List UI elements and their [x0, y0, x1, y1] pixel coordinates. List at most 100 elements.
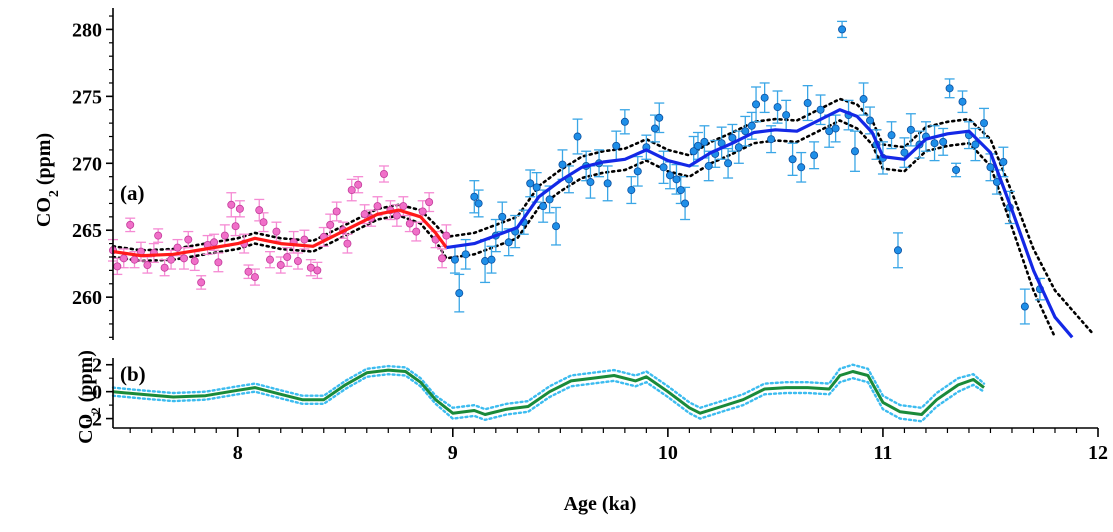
panel-a-data-point	[379, 169, 388, 178]
panel-a-ylabel-unit: (ppm)	[33, 133, 55, 190]
panel-a-data-point	[231, 222, 240, 231]
panel-a-data-point	[532, 183, 541, 192]
panel-a-data-point	[250, 273, 259, 282]
panel-a-data-point	[504, 238, 513, 247]
panel-a-data-point	[747, 121, 756, 130]
panel-a-data-point	[461, 250, 470, 259]
panel-a-data-point	[945, 84, 954, 93]
panel-a-data-point	[405, 219, 414, 228]
panel-a-data-point	[887, 131, 896, 140]
panel-a-data-point	[373, 202, 382, 211]
panel-a-data-point	[782, 111, 791, 120]
panel-a-data-point	[893, 246, 902, 255]
panel-a-data-point	[803, 99, 812, 108]
panel-a-data-point	[160, 263, 169, 272]
panel-b-anomaly-line	[112, 368, 985, 416]
panel-a-axes: 260 265 270 275 280	[72, 8, 114, 340]
panel-a-label: (a)	[120, 181, 145, 205]
panel-a-data-point	[418, 207, 427, 216]
panel-a-y-tick-label: 265	[72, 220, 102, 242]
panel-b-y-tick-label: 2	[92, 355, 102, 377]
panel-a-data-point	[227, 200, 236, 209]
panel-a-data-point	[265, 255, 274, 264]
panel-a-data-point	[788, 155, 797, 164]
panel-a-data-point	[724, 159, 733, 168]
panel-b-ylabel-sub: 2	[88, 407, 103, 414]
panel-a-data-point	[455, 289, 464, 298]
panel-a-data-point	[672, 175, 681, 184]
panel-a-data-point	[173, 243, 182, 252]
panel-a-data-point	[689, 147, 698, 156]
panel-a-data-point	[539, 202, 548, 211]
panel-a-data-point	[620, 117, 629, 126]
panel-a-data-point	[259, 218, 268, 227]
panel-a-data-point	[603, 179, 612, 188]
x-tick-label: 10	[658, 442, 678, 464]
panel-b-band-lower	[111, 372, 986, 423]
panel-a-data-point	[113, 262, 122, 271]
x-tick-label: 8	[233, 442, 243, 464]
panel-a-data-point	[838, 25, 847, 34]
panel-a-data-point	[392, 211, 401, 220]
panel-a-data-point	[900, 148, 909, 157]
panel-a-data-point	[360, 210, 369, 219]
panel-a-data-point	[214, 258, 223, 267]
panel-a-data-point	[659, 163, 668, 172]
panel-a-data-point	[190, 257, 199, 266]
panel-a-data-point	[655, 113, 664, 122]
panel-a-data-point	[425, 198, 434, 207]
panel-a-data-point	[930, 139, 939, 148]
panel-a-data-point	[676, 186, 685, 195]
x-tick-label: 9	[448, 442, 458, 464]
panel-a: 260 265 270 275 280 (a) CO2 (ppm)	[33, 8, 1095, 340]
panel-a-data-point	[627, 186, 636, 195]
panel-a-data-point	[586, 178, 595, 187]
panel-a-data-point	[332, 207, 341, 216]
panel-a-data-point	[1020, 302, 1029, 311]
panel-a-data-point	[347, 186, 356, 195]
panel-a-data-point	[300, 235, 309, 244]
panel-a-data-point	[220, 231, 229, 240]
panel-b-ylabel-main: CO	[75, 414, 97, 444]
panel-a-data-point	[235, 204, 244, 213]
panel-b-label: (b)	[120, 362, 146, 386]
panel-a-data-point	[412, 227, 421, 236]
panel-a-data-point	[442, 231, 451, 240]
panel-a-data-point	[971, 140, 980, 149]
panel-a-y-axis-title: CO2 (ppm)	[33, 133, 62, 227]
panel-a-data-point	[850, 147, 859, 156]
panel-a-data-point	[552, 222, 561, 231]
panel-a-data-point	[326, 220, 335, 229]
panel-a-data-point	[704, 161, 713, 170]
panel-a-points	[109, 25, 1044, 311]
panel-a-envelope-lower	[111, 119, 1057, 339]
panel-a-data-point	[130, 255, 139, 264]
panel-a-data-point	[797, 163, 806, 172]
panel-a-error-bars	[108, 20, 1045, 325]
panel-b-axes: -2 0 2 8 9 10 11 12	[85, 355, 1108, 464]
panel-a-data-point	[700, 137, 709, 146]
panel-a-data-point	[859, 95, 868, 104]
panel-a-data-point	[399, 202, 408, 211]
panel-a-data-point	[734, 143, 743, 152]
panel-a-y-tick-label: 275	[72, 86, 102, 108]
panel-a-y-tick-label: 260	[72, 287, 102, 309]
panel-a-data-point	[760, 93, 769, 102]
panel-a-data-point	[255, 206, 264, 215]
panel-a-data-point	[167, 255, 176, 264]
panel-a-data-point	[666, 171, 675, 180]
panel-b-lines	[111, 363, 986, 423]
panel-a-data-point	[752, 100, 761, 109]
panel-a-data-point	[276, 261, 285, 270]
panel-a-data-point	[986, 163, 995, 172]
panel-a-envelope	[111, 97, 1095, 339]
panel-a-data-point	[939, 137, 948, 146]
panel-a-data-point	[573, 132, 582, 141]
panel-a-fit-lines	[112, 108, 1074, 339]
panel-a-data-point	[650, 124, 659, 133]
panel-a-data-point	[545, 195, 554, 204]
panel-a-data-point	[244, 267, 253, 276]
panel-a-data-point	[197, 278, 206, 287]
